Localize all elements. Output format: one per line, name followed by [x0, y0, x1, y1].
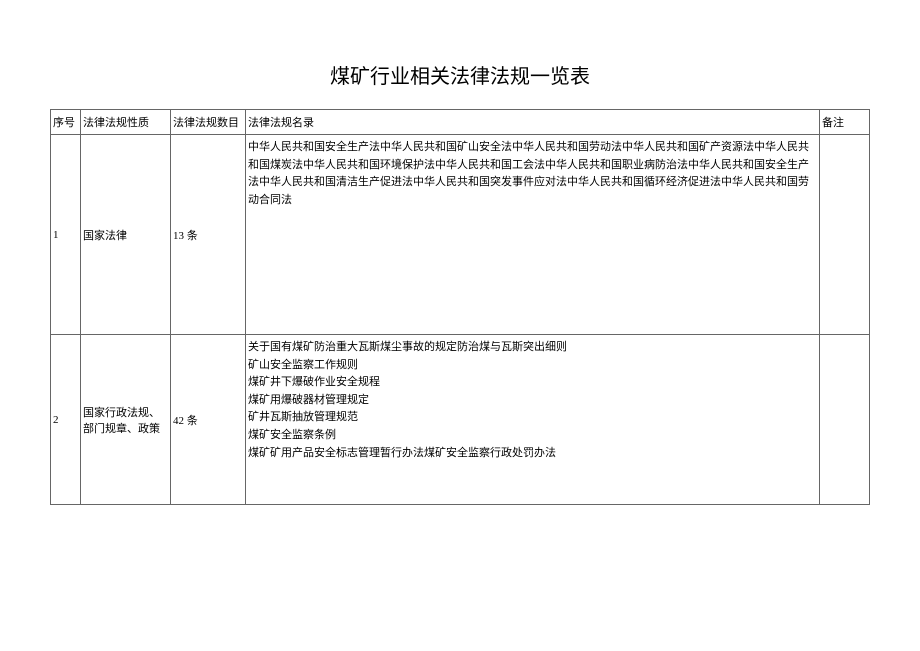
cell-catalog: 关于国有煤矿防治重大瓦斯煤尘事故的规定防治煤与瓦斯突出细则矿山安全监察工作规则煤…	[246, 335, 820, 505]
header-seq: 序号	[51, 110, 81, 135]
regulations-table: 序号 法律法规性质 法律法规数目 法律法规名录 备注 1 国家法律 13 条 中…	[50, 109, 870, 505]
cell-count: 13 条	[171, 135, 246, 335]
cell-catalog: 中华人民共和国安全生产法中华人民共和国矿山安全法中华人民共和国劳动法中华人民共和…	[246, 135, 820, 335]
cell-nature: 国家法律	[81, 135, 171, 335]
document-title: 煤矿行业相关法律法规一览表	[50, 60, 870, 89]
header-nature: 法律法规性质	[81, 110, 171, 135]
cell-count: 42 条	[171, 335, 246, 505]
cell-remark	[820, 335, 870, 505]
header-catalog: 法律法规名录	[246, 110, 820, 135]
cell-nature: 国家行政法规、部门规章、政策	[81, 335, 171, 505]
header-remark: 备注	[820, 110, 870, 135]
table-header-row: 序号 法律法规性质 法律法规数目 法律法规名录 备注	[51, 110, 870, 135]
cell-remark	[820, 135, 870, 335]
header-count: 法律法规数目	[171, 110, 246, 135]
cell-seq: 2	[51, 335, 81, 505]
table-row: 1 国家法律 13 条 中华人民共和国安全生产法中华人民共和国矿山安全法中华人民…	[51, 135, 870, 335]
cell-seq: 1	[51, 135, 81, 335]
table-row: 2 国家行政法规、部门规章、政策 42 条 关于国有煤矿防治重大瓦斯煤尘事故的规…	[51, 335, 870, 505]
